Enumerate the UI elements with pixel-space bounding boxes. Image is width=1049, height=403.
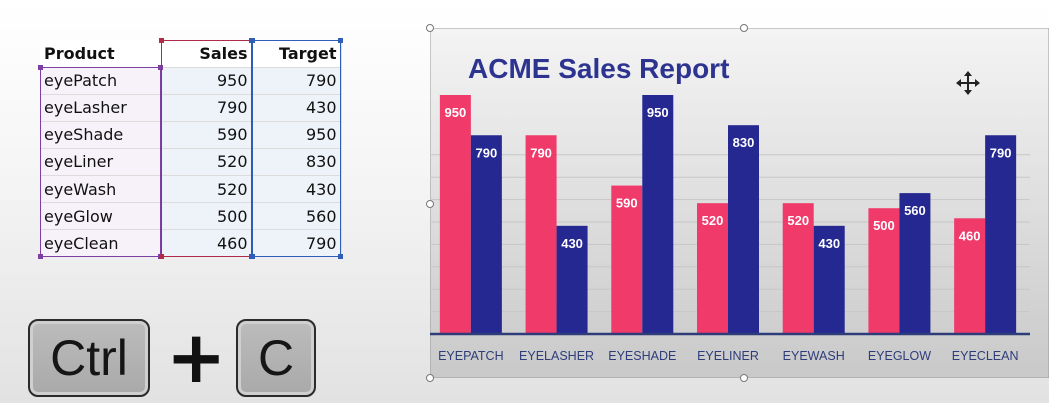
cell-product[interactable]: eyeGlow xyxy=(40,202,162,231)
data-label: 830 xyxy=(733,135,755,150)
data-label: 500 xyxy=(873,218,895,233)
target-bar-eyepatch[interactable] xyxy=(470,135,502,334)
category-label: EYEGLOW xyxy=(868,349,931,363)
target-bar-eyewash[interactable] xyxy=(813,225,845,334)
cell-product[interactable]: eyeShade xyxy=(40,121,162,149)
cell-product[interactable]: eyeLasher xyxy=(40,94,162,122)
table-row: eyeLiner 520 830 xyxy=(40,148,342,176)
table-row: eyePatch 950 790 xyxy=(40,67,342,95)
table-row: eyeGlow 500 560 xyxy=(40,202,342,231)
cell-target[interactable]: 430 xyxy=(252,175,342,204)
resize-handle-top-left[interactable] xyxy=(426,24,434,32)
cell-sales[interactable]: 520 xyxy=(161,175,253,204)
resize-handle-top[interactable] xyxy=(740,24,748,32)
target-bar-eyeshade[interactable] xyxy=(642,95,674,334)
cell-sales[interactable]: 500 xyxy=(161,202,253,231)
category-label: EYELASHER xyxy=(519,349,594,363)
category-label: EYESHADE xyxy=(608,349,676,363)
sales-bar-eyepatch[interactable] xyxy=(439,95,471,334)
data-label: 460 xyxy=(959,228,981,243)
data-label: 790 xyxy=(476,145,498,160)
sales-bar-eyelasher[interactable] xyxy=(525,135,557,334)
cell-target[interactable]: 950 xyxy=(252,121,342,149)
cell-product[interactable]: eyeWash xyxy=(40,175,162,204)
plus-sign: + xyxy=(166,315,227,399)
resize-handle-left[interactable] xyxy=(426,200,434,208)
cell-target[interactable]: 790 xyxy=(252,67,342,95)
data-label: 520 xyxy=(702,213,724,228)
bars: 950 790 790 430 590 950 520 830 520 430 500 560 460 7… xyxy=(439,95,1017,334)
c-key: C xyxy=(236,319,316,397)
sales-bar-eyeliner[interactable] xyxy=(697,203,728,334)
spreadsheet: Product Sales Target eyePatch 950 790 ey… xyxy=(38,38,343,259)
cell-sales[interactable]: 950 xyxy=(161,67,253,95)
target-bar-eyeglow[interactable] xyxy=(899,193,931,334)
sales-bar-eyeshade[interactable] xyxy=(611,185,643,334)
sales-bar-eyeclean[interactable] xyxy=(954,218,986,334)
category-labels: EYEPATCH EYELASHER EYESHADE EYELINER EYEWASH… xyxy=(438,349,1018,363)
category-label: EYELINER xyxy=(697,349,759,363)
header-target[interactable]: Target xyxy=(252,40,342,68)
target-bar-eyeclean[interactable] xyxy=(985,135,1017,334)
data-label: 790 xyxy=(530,145,552,160)
cell-target[interactable]: 560 xyxy=(252,202,342,231)
cell-target[interactable]: 790 xyxy=(252,229,342,258)
cell-product[interactable]: eyePatch xyxy=(40,67,162,95)
data-label: 590 xyxy=(616,196,638,211)
cell-sales[interactable]: 790 xyxy=(161,94,253,122)
data-label: 430 xyxy=(561,236,583,251)
cell-sales[interactable]: 590 xyxy=(161,121,253,149)
cell-target[interactable]: 830 xyxy=(252,148,342,176)
chart-title[interactable]: ACME Sales Report xyxy=(468,53,729,84)
category-label: EYEPATCH xyxy=(438,349,504,363)
sales-bar-eyewash[interactable] xyxy=(782,203,814,334)
data-label: 430 xyxy=(818,236,840,251)
resize-handle-bottom[interactable] xyxy=(740,374,748,382)
header-product[interactable]: Product xyxy=(40,40,162,68)
table-row: eyeShade 590 950 xyxy=(40,121,342,149)
cell-target[interactable]: 430 xyxy=(252,94,342,122)
table-row: eyeLasher 790 430 xyxy=(40,94,342,122)
bar-chart[interactable]: ACME Sales Report 950 790 790 430 590 950 520 8… xyxy=(430,28,1049,378)
data-label: 560 xyxy=(904,203,926,218)
cell-sales[interactable]: 460 xyxy=(161,229,253,258)
cell-sales[interactable]: 520 xyxy=(161,148,253,176)
data-label: 790 xyxy=(990,145,1012,160)
data-label: 520 xyxy=(787,213,809,228)
category-label: EYEWASH xyxy=(783,349,845,363)
chart-object[interactable]: ACME Sales Report 950 790 790 430 590 950 520 8… xyxy=(426,24,1049,382)
target-bar-eyelasher[interactable] xyxy=(556,225,588,334)
move-cursor-icon xyxy=(956,71,980,95)
data-table: Product Sales Target eyePatch 950 790 ey… xyxy=(40,40,342,258)
target-bar-eyeliner[interactable] xyxy=(728,125,759,334)
cell-product[interactable]: eyeClean xyxy=(40,229,162,258)
sales-bar-eyeglow[interactable] xyxy=(868,208,900,334)
header-sales[interactable]: Sales xyxy=(161,40,253,68)
table-row: eyeClean 460 790 xyxy=(40,229,342,258)
cell-product[interactable]: eyeLiner xyxy=(40,148,162,176)
resize-handle-bottom-left[interactable] xyxy=(426,374,434,382)
data-label: 950 xyxy=(445,105,467,120)
category-label: EYECLEAN xyxy=(952,349,1019,363)
header-row: Product Sales Target xyxy=(40,40,342,68)
data-label: 950 xyxy=(647,105,669,120)
table-row: eyeWash 520 430 xyxy=(40,175,342,204)
ctrl-key: Ctrl xyxy=(28,319,150,397)
